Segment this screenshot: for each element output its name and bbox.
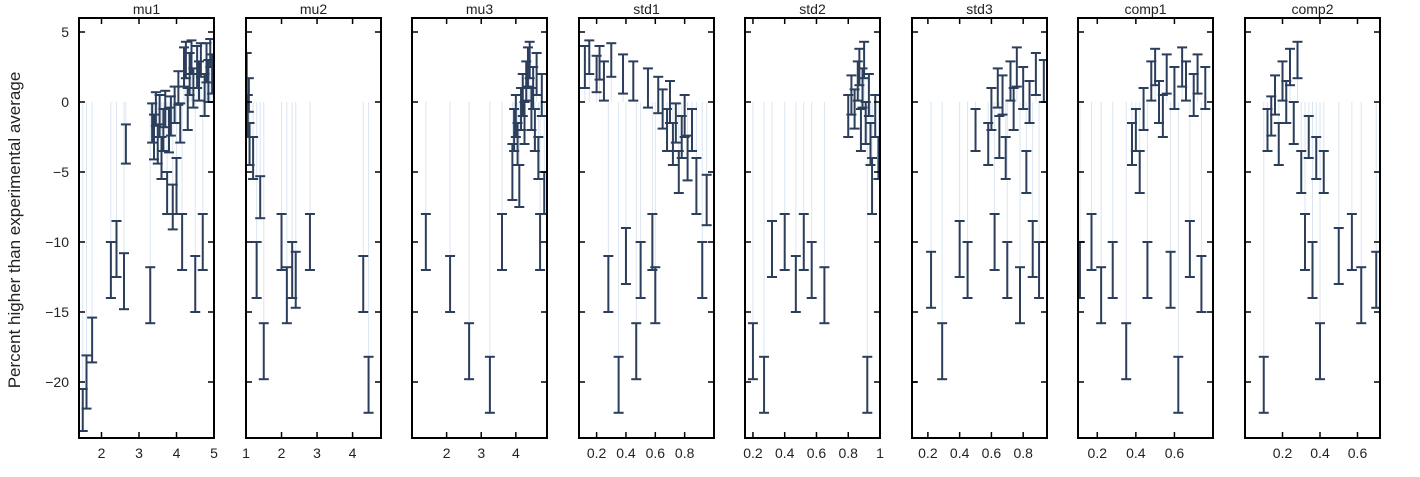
x-tick-label: 0.4 <box>775 445 795 461</box>
panel-frame <box>578 17 715 439</box>
x-tick-label: 3 <box>313 445 321 461</box>
panel-frame <box>1077 17 1214 439</box>
panel-title: std3 <box>966 1 993 17</box>
panel-title: comp2 <box>1291 1 1333 17</box>
x-tick-label: 0.4 <box>616 445 636 461</box>
panel-mu1: 2 3 4 5 5 0 −5 −10 −15 −20 mu1 <box>45 1 218 461</box>
panel-marks <box>579 39 712 414</box>
panel-std3: 0.2 0.4 0.6 0.8 std3 <box>911 1 1048 461</box>
x-tick-label: 0.6 <box>1165 445 1185 461</box>
panel-frame <box>411 17 548 439</box>
x-tick-label: 0.4 <box>950 445 970 461</box>
x-tick-label: 0.4 <box>1126 445 1146 461</box>
x-tick-label: 5 <box>210 445 218 461</box>
x-tick-label: 4 <box>349 445 357 461</box>
x-tick-label: 0.6 <box>646 445 666 461</box>
panel-marks <box>1078 46 1211 414</box>
x-tick-label: 0.2 <box>1088 445 1108 461</box>
x-tick-label: 4 <box>173 445 181 461</box>
x-tick-label: 2 <box>443 445 451 461</box>
x-tick-label: 0.6 <box>982 445 1002 461</box>
x-tick-label: 0.2 <box>587 445 607 461</box>
y-tick-label: 0 <box>61 94 69 110</box>
panel-frame <box>245 17 382 439</box>
x-tick-label: 0.2 <box>1273 445 1293 461</box>
x-tick-label: 2 <box>98 445 106 461</box>
panel-comp2: 0.2 0.4 0.6 comp2 <box>1244 1 1381 461</box>
panel-marks <box>1258 40 1380 414</box>
panel-frame <box>911 17 1048 439</box>
y-axis-label: Percent higher than experimental average <box>5 72 24 389</box>
x-tick-label: 0.2 <box>918 445 938 461</box>
x-tick-label: 0.6 <box>1348 445 1368 461</box>
panel-mu3: 2 3 4 mu3 <box>411 1 548 461</box>
y-tick-label: −5 <box>53 164 69 180</box>
x-tick-label: 1 <box>876 445 884 461</box>
panel-marks <box>246 52 374 414</box>
panel-frame <box>78 17 215 439</box>
panel-title: mu2 <box>300 1 327 17</box>
x-tick-label: 0.2 <box>743 445 763 461</box>
panel-title: mu3 <box>466 1 493 17</box>
x-tick-label: 4 <box>512 445 520 461</box>
x-tick-label: 2 <box>278 445 286 461</box>
x-tick-label: 0.8 <box>1013 445 1033 461</box>
x-tick-label: 3 <box>135 445 143 461</box>
y-tick-label: 5 <box>61 24 69 40</box>
panel-mu2: 1 2 3 4 mu2 <box>242 1 382 461</box>
panel-std1: 0.2 0.4 0.6 0.8 std1 <box>578 1 715 461</box>
y-tick-label: −20 <box>45 374 69 390</box>
x-tick-label: 0.4 <box>1310 445 1330 461</box>
panel-title: mu1 <box>133 1 160 17</box>
x-tick-label: 1 <box>242 445 250 461</box>
y-tick-label: −10 <box>45 234 69 250</box>
y-tick-label: −15 <box>45 304 69 320</box>
x-tick-label: 0.8 <box>839 445 859 461</box>
panel-title: std1 <box>633 1 660 17</box>
panel-frame <box>744 17 881 439</box>
panel-title: std2 <box>799 1 826 17</box>
panel-title: comp1 <box>1124 1 1166 17</box>
x-tick-label: 0.8 <box>675 445 695 461</box>
panel-comp1: 0.2 0.4 0.6 comp1 <box>1077 1 1214 461</box>
panel-marks <box>420 40 547 414</box>
panel-marks <box>912 46 1047 438</box>
x-tick-label: 0.6 <box>807 445 827 461</box>
panel-frame <box>1244 17 1381 439</box>
panel-std2: 0.2 0.4 0.6 0.8 1 std2 <box>743 1 884 461</box>
panel-marks <box>747 40 880 414</box>
panel-marks <box>79 38 214 432</box>
x-tick-label: 3 <box>477 445 485 461</box>
